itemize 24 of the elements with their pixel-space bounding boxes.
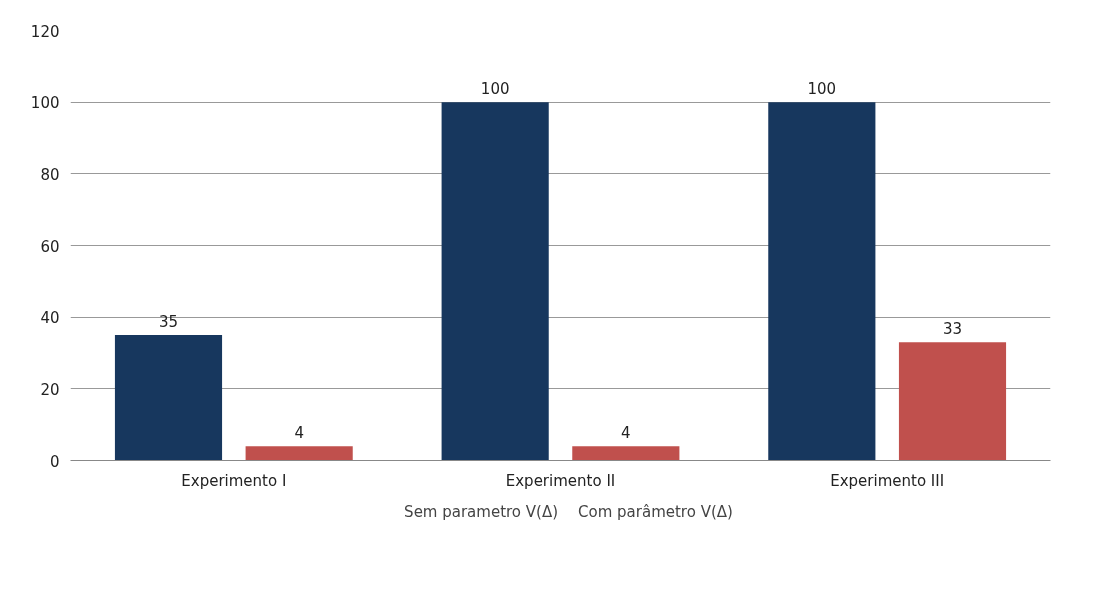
data-label: 100 xyxy=(480,80,510,99)
y-tick-label: 0 xyxy=(49,452,60,471)
y-tick-label: 60 xyxy=(40,237,60,256)
bar xyxy=(898,342,1007,461)
data-label: 100 xyxy=(807,80,837,99)
data-label: 4 xyxy=(294,424,304,443)
x-tick-label: Experimento I xyxy=(181,471,287,490)
text: Com parâmetro V(Δ) xyxy=(578,503,733,521)
y-tick-label: 20 xyxy=(40,380,60,399)
data-label: 4 xyxy=(621,424,631,443)
bar xyxy=(114,335,223,461)
y-tick-label: 100 xyxy=(30,94,60,113)
x-tick-label: Experimento III xyxy=(830,471,945,490)
y-tick-label: 40 xyxy=(40,309,60,328)
y-tick-label: 120 xyxy=(30,22,60,41)
x-tick-label: Experimento II xyxy=(505,471,616,490)
data-label: 35 xyxy=(158,313,179,332)
data-label: 33 xyxy=(942,320,963,339)
bar xyxy=(441,102,549,461)
bar xyxy=(245,446,353,461)
text: Sem parametro V(Δ) xyxy=(404,503,559,521)
bar xyxy=(768,102,876,461)
bar xyxy=(572,446,680,461)
y-tick-label: 80 xyxy=(40,165,60,184)
